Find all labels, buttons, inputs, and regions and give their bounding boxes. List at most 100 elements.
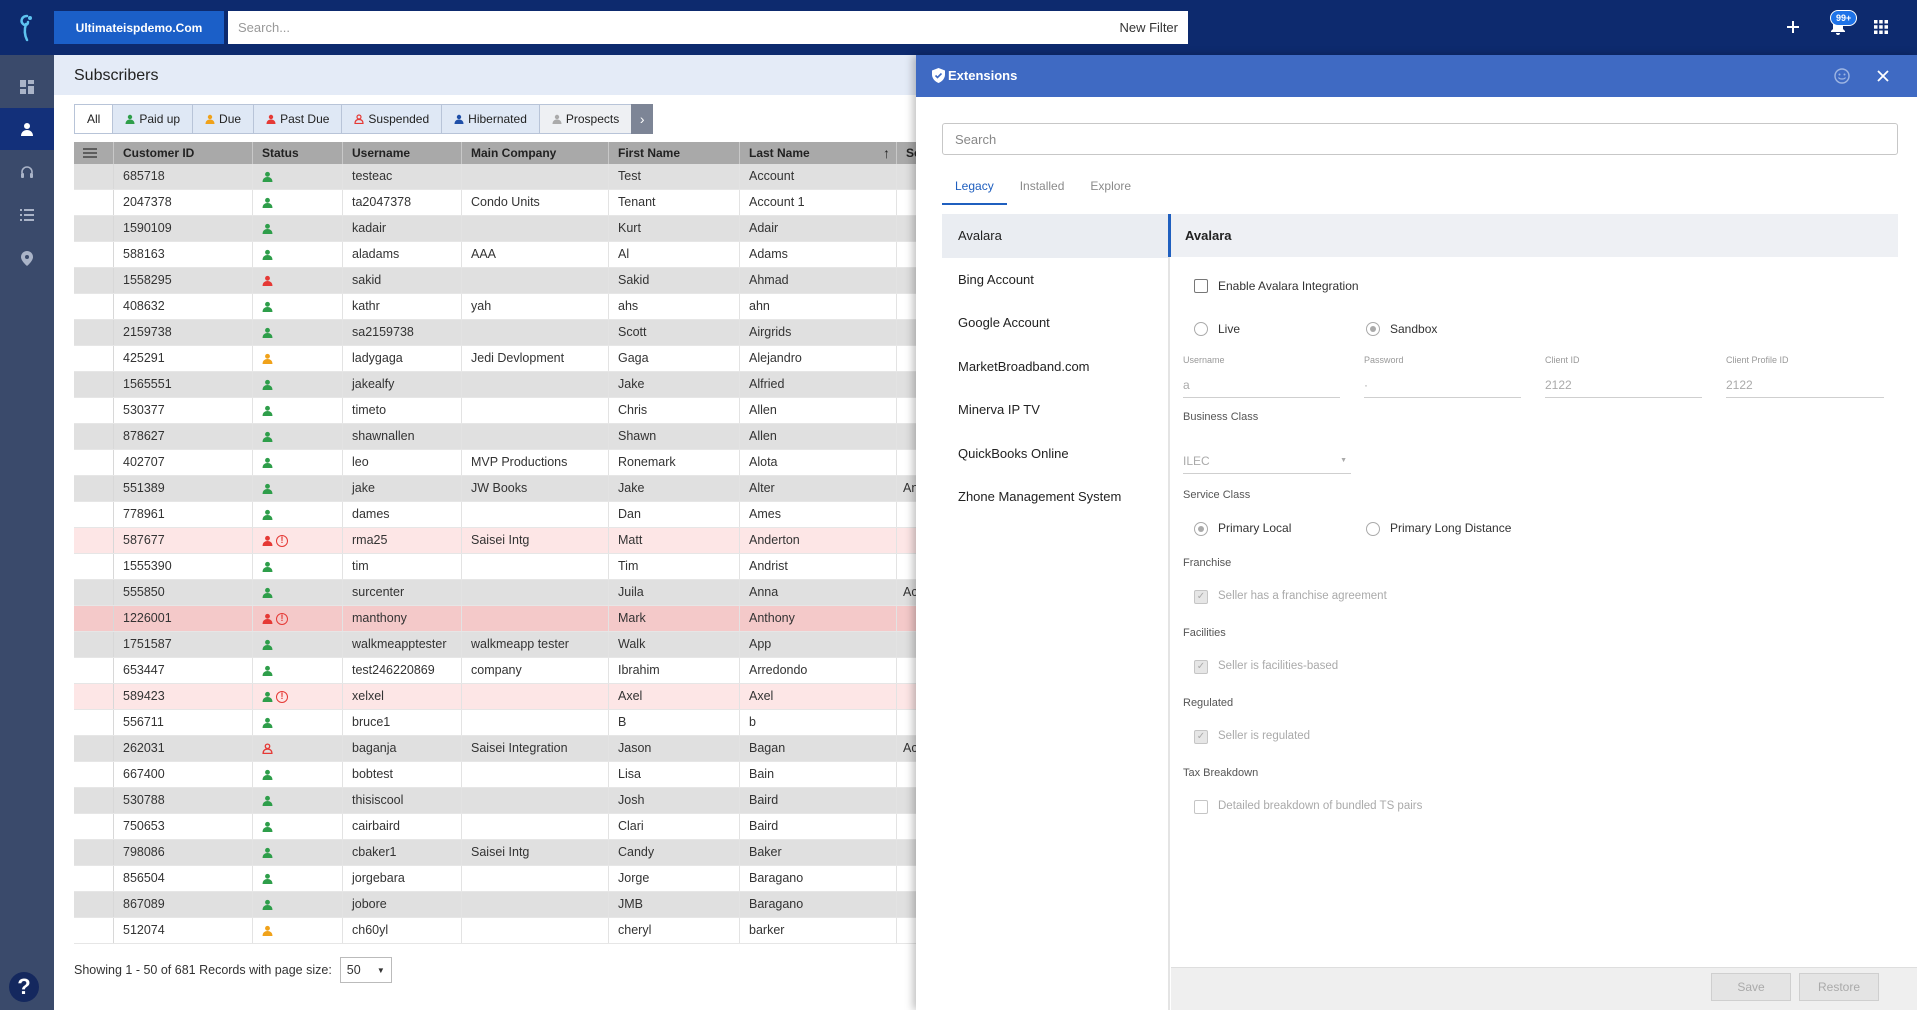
page-size-select[interactable]: 50 ▼ — [339, 957, 392, 983]
sidebar-item-support[interactable] — [0, 151, 54, 193]
tab-explore[interactable]: Explore — [1090, 179, 1132, 193]
row-selector[interactable] — [74, 502, 114, 527]
sandbox-radio[interactable] — [1366, 322, 1380, 336]
extension-item-marketbroadband[interactable]: MarketBroadband.com — [958, 358, 1090, 374]
table-row[interactable]: 1751587 walkmeapptester walkmeapp tester Wa… — [74, 632, 916, 658]
row-selector[interactable] — [74, 632, 114, 657]
filter-past-due[interactable]: Past Due — [253, 104, 343, 134]
global-search-input[interactable] — [238, 20, 1120, 35]
table-row[interactable]: 778961 dames Dan Ames — [74, 502, 916, 528]
smiley-icon[interactable] — [1834, 68, 1850, 84]
table-row[interactable]: 1590109 kadair Kurt Adair — [74, 216, 916, 242]
table-row[interactable]: 587677! rma25 Saisei Intg Matt Anderton — [74, 528, 916, 554]
row-selector[interactable] — [74, 788, 114, 813]
tab-installed[interactable]: Installed — [1019, 179, 1065, 193]
table-row[interactable]: 512074 ch60yl cheryl barker — [74, 918, 916, 944]
row-selector[interactable] — [74, 684, 114, 709]
table-row[interactable]: 667400 bobtest Lisa Bain — [74, 762, 916, 788]
row-selector[interactable] — [74, 606, 114, 631]
live-radio[interactable] — [1194, 322, 1208, 336]
table-row[interactable]: 551389 jake JW Books Jake Alter An — [74, 476, 916, 502]
column-header[interactable]: First Name — [609, 142, 740, 164]
column-header-sorted[interactable]: Last Name ↑ — [740, 142, 897, 164]
enable-avalara-checkbox[interactable] — [1194, 279, 1208, 293]
table-row[interactable]: 408632 kathr yah ahs ahn — [74, 294, 916, 320]
primary-local-radio[interactable] — [1194, 522, 1208, 536]
column-header[interactable]: So — [906, 146, 916, 160]
regulated-checkbox[interactable]: ✓ — [1194, 730, 1208, 744]
extension-item-avalara[interactable]: Avalara — [942, 214, 1168, 258]
filter-prospects[interactable]: Prospects — [538, 104, 633, 134]
tax-breakdown-checkbox[interactable] — [1194, 800, 1208, 814]
extension-item-zhone[interactable]: Zhone Management System — [958, 489, 1122, 505]
franchise-checkbox[interactable]: ✓ — [1194, 590, 1208, 604]
client-id-field[interactable]: 2122 — [1545, 372, 1702, 398]
column-header[interactable]: Status — [253, 142, 343, 164]
row-selector[interactable] — [74, 242, 114, 267]
row-selector[interactable] — [74, 814, 114, 839]
row-selector[interactable] — [74, 866, 114, 891]
sidebar-item-subscribers[interactable] — [0, 108, 54, 150]
sidebar-item-map[interactable] — [0, 237, 54, 279]
add-icon[interactable] — [1780, 14, 1806, 40]
table-row[interactable]: 425291 ladygaga Jedi Devlopment Gaga Alejand… — [74, 346, 916, 372]
row-selector[interactable] — [74, 840, 114, 865]
table-row[interactable]: 402707 leo MVP Productions Ronemark Alota — [74, 450, 916, 476]
row-selector[interactable] — [74, 424, 114, 449]
row-selector[interactable] — [74, 320, 114, 345]
table-row[interactable]: 1558295 sakid Sakid Ahmad — [74, 268, 916, 294]
table-row[interactable]: 530788 thisiscool Josh Baird — [74, 788, 916, 814]
row-selector[interactable] — [74, 190, 114, 215]
extension-item-bing-account[interactable]: Bing Account — [958, 271, 1034, 287]
table-row[interactable]: 555850 surcenter Juila Anna Ac — [74, 580, 916, 606]
sort-ascending-icon[interactable]: ↑ — [883, 145, 890, 161]
app-logo-icon[interactable] — [14, 12, 40, 42]
extension-item-google-account[interactable]: Google Account — [958, 315, 1050, 331]
client-profile-id-field[interactable]: 2122 — [1726, 372, 1884, 398]
column-header[interactable]: Main Company — [462, 142, 609, 164]
column-header[interactable]: Username — [343, 142, 462, 164]
extensions-search-input[interactable] — [942, 123, 1898, 155]
column-header[interactable]: Customer ID — [114, 142, 253, 164]
filter-all[interactable]: All — [74, 104, 114, 134]
apps-grid-icon[interactable] — [1868, 14, 1894, 40]
username-field[interactable]: a — [1183, 372, 1340, 398]
sidebar-item-dashboard[interactable] — [0, 66, 54, 108]
table-row[interactable]: 588163 aladams AAA Al Adams — [74, 242, 916, 268]
restore-button[interactable]: Restore — [1799, 973, 1879, 1001]
close-icon[interactable] — [1877, 70, 1889, 82]
row-selector[interactable] — [74, 398, 114, 423]
table-row[interactable]: 856504 jorgebara Jorge Baragano — [74, 866, 916, 892]
filter-paid-up[interactable]: Paid up — [112, 104, 194, 134]
row-selector[interactable] — [74, 294, 114, 319]
table-row[interactable]: 750653 cairbaird Clari Baird — [74, 814, 916, 840]
row-selector[interactable] — [74, 476, 114, 501]
business-class-select[interactable]: ILEC ▼ — [1183, 448, 1351, 474]
row-selector[interactable] — [74, 918, 114, 943]
table-row[interactable]: 2159738 sa2159738 Scott Airgrids — [74, 320, 916, 346]
sidebar-item-lists[interactable] — [0, 194, 54, 236]
password-field[interactable]: · — [1364, 372, 1521, 398]
table-row[interactable]: 262031 baganja Saisei Integration Jason Baga… — [74, 736, 916, 762]
filter-due[interactable]: Due — [192, 104, 255, 134]
table-row[interactable]: 798086 cbaker1 Saisei Intg Candy Baker — [74, 840, 916, 866]
save-button[interactable]: Save — [1711, 973, 1791, 1001]
row-selector[interactable] — [74, 268, 114, 293]
extension-item-minerva-ip-tv[interactable]: Minerva IP TV — [958, 402, 1040, 418]
row-selector[interactable] — [74, 164, 114, 189]
row-selector[interactable] — [74, 658, 114, 683]
row-selector[interactable] — [74, 710, 114, 735]
extension-item-quickbooks-online[interactable]: QuickBooks Online — [958, 445, 1069, 461]
column-menu-icon[interactable] — [74, 142, 114, 164]
table-row[interactable]: 530377 timeto Chris Allen — [74, 398, 916, 424]
row-selector[interactable] — [74, 892, 114, 917]
help-icon[interactable]: ? — [9, 972, 39, 1002]
row-selector[interactable] — [74, 528, 114, 553]
row-selector[interactable] — [74, 762, 114, 787]
row-selector[interactable] — [74, 372, 114, 397]
row-selector[interactable] — [74, 554, 114, 579]
table-row[interactable]: 653447 test246220869 company Ibrahim Arredon… — [74, 658, 916, 684]
filter-suspended[interactable]: Suspended — [341, 104, 443, 134]
table-row[interactable]: 1555390 tim Tim Andrist — [74, 554, 916, 580]
